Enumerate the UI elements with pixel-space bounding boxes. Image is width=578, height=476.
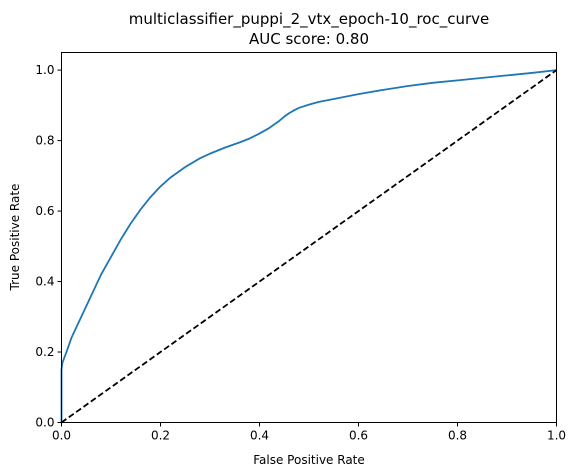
y-axis-ticks: 0.0 0.2 0.4 0.6 0.8 1.0	[35, 63, 62, 430]
y-tick-label: 0.6	[35, 204, 54, 218]
x-tick-label: 0.6	[349, 429, 368, 443]
y-tick-label: 0.8	[35, 134, 54, 148]
chart-subtitle: AUC score: 0.80	[249, 30, 369, 48]
x-tick-label: 1.0	[547, 429, 566, 443]
x-tick-label: 0.4	[250, 429, 269, 443]
chance-diagonal-line	[60, 69, 558, 424]
x-tick-label: 0.2	[151, 429, 170, 443]
x-tick-label: 0.0	[52, 429, 71, 443]
plot-lines	[60, 69, 558, 424]
x-axis-label: False Positive Rate	[253, 453, 365, 467]
y-tick-label: 0.4	[35, 275, 54, 289]
y-tick-label: 0.2	[35, 345, 54, 359]
x-axis-ticks: 0.0 0.2 0.4 0.6 0.8 1.0	[52, 422, 566, 443]
y-tick-label: 1.0	[35, 63, 54, 77]
x-tick-label: 0.8	[448, 429, 467, 443]
chart-title: multiclassifier_puppi_2_vtx_epoch-10_roc…	[129, 10, 489, 29]
y-tick-label: 0.0	[35, 416, 54, 430]
y-axis-label: True Positive Rate	[8, 184, 22, 292]
roc-curve-line	[60, 69, 557, 423]
plot-frame	[61, 52, 557, 423]
